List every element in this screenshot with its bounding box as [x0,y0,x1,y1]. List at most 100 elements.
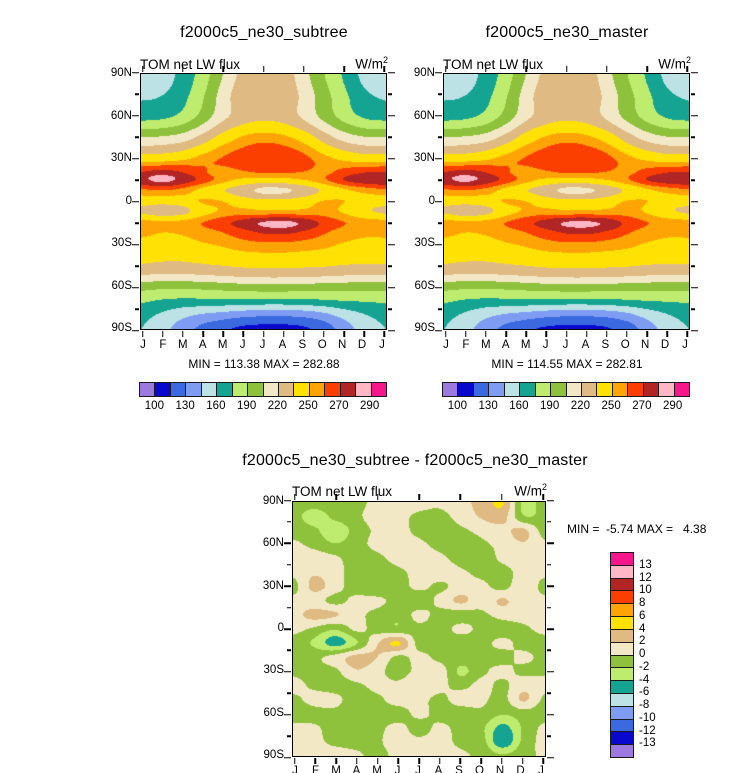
y-tick [547,499,554,502]
colorbar-swatch [611,565,633,579]
y-tick-label: 90N [413,67,435,79]
colorbar-swatch [643,383,660,396]
x-tick [376,758,379,764]
y-tick [135,308,139,310]
colorbar-labels: 100 130 160 190 220 250 270 290 [442,400,688,414]
y-tick [547,628,554,630]
x-tick-label: M [178,339,188,351]
colorbar-swatch [325,383,341,396]
x-tick-label: M [217,339,228,351]
colorbar-labels: 13 12 10 8 6 4 2 0 -2 -4 -6 -8 -10 -12 -13 [639,552,673,756]
y-tick [284,499,291,502]
colorbar-swatch [535,383,552,396]
y-tick-label: 0 [125,194,132,207]
y-tick [435,114,442,117]
x-tick-label: N [495,765,505,773]
colorbar-swatch [611,693,633,707]
x-tick [686,331,689,337]
colorbar-tick-label: 160 [206,400,226,412]
colorbar-swatch [504,383,521,396]
colorbar-swatch [263,383,279,396]
y-tick [284,628,291,630]
colorbar-tick-label: 290 [360,400,380,412]
x-tick [356,758,358,764]
y-tick [132,157,139,160]
x-tick-label: S [455,765,463,773]
x-tick [323,331,325,337]
colorbar-swatch [340,383,357,396]
y-tick [691,243,698,246]
units-base: W/m [355,56,383,72]
colorbar-tick-label: 100 [144,400,164,412]
y-tick [135,179,139,181]
colorbar-swatch [611,642,633,656]
y-tick-label: 90N [262,495,284,507]
y-tick [287,564,291,566]
y-tick [547,692,551,694]
x-tick-label: M [331,765,341,773]
colorbar-tick-label: -8 [639,699,650,711]
y-tick [438,265,442,267]
x-tick [242,331,245,337]
y-tick [691,329,698,332]
y-tick [287,606,291,609]
colorbar-swatch [443,383,459,396]
colorbar-tick-label: 130 [478,400,498,412]
y-axis-labels: 90N 60N 30N 0 30S 60S 90S [198,495,284,761]
y-tick-label: 60S [111,279,132,292]
x-tick [480,758,482,764]
x-tick [565,331,568,337]
y-tick [135,93,139,95]
y-tick [132,71,139,74]
minmax-text: MIN = 114.55 MAX = 282.81 [491,357,643,371]
y-tick [691,308,695,310]
y-tick [284,585,291,587]
colorbar-swatch [611,732,633,746]
colorbar-swatch [611,681,633,694]
panel-title: f2000c5_ne30_master [485,24,649,41]
x-tick-label: O [317,339,327,351]
units-label: W/m2 [514,482,547,499]
colorbar-tick-label: 190 [540,400,560,412]
x-tick-label: M [372,765,382,773]
x-tick-label: D [660,339,670,351]
y-tick [438,222,442,224]
x-tick-label: J [443,339,449,351]
x-tick-label: F [159,339,167,351]
colorbar-tick-label: 130 [175,400,195,412]
x-tick [505,331,507,337]
x-tick-label: J [140,339,146,351]
colorbar-swatch [232,383,249,396]
y-tick [135,265,139,267]
y-tick [284,713,291,716]
minmax-text: MIN = -5.74 MAX = 4.38 [567,522,707,536]
units-exponent: 2 [685,55,691,65]
y-tick [438,93,442,95]
y-tick [691,286,698,289]
colorbar-swatch [628,383,644,396]
colorbar-swatch [371,383,386,396]
y-tick [132,329,139,332]
axis-header: TOM net LW flux W/m2 [292,482,547,499]
x-tick [646,331,648,337]
y-tick [435,243,442,246]
x-tick-label: N [641,339,650,351]
x-tick [666,331,669,337]
units-label: W/m2 [658,55,691,72]
field-label: TOM net LW flux [443,56,544,72]
y-tick [438,179,442,181]
colorbar-tick-label: 6 [639,609,646,622]
x-tick [545,331,548,337]
x-tick-label: A [581,339,590,351]
colorbar-tick-label: 13 [639,558,652,571]
colorbar-tick-label: 8 [639,597,646,609]
x-tick-label: A [501,339,510,351]
y-tick [547,564,551,566]
y-tick [691,179,695,181]
x-tick [606,331,608,337]
y-tick [132,286,139,289]
x-tick [202,331,204,337]
x-tick [444,331,447,337]
